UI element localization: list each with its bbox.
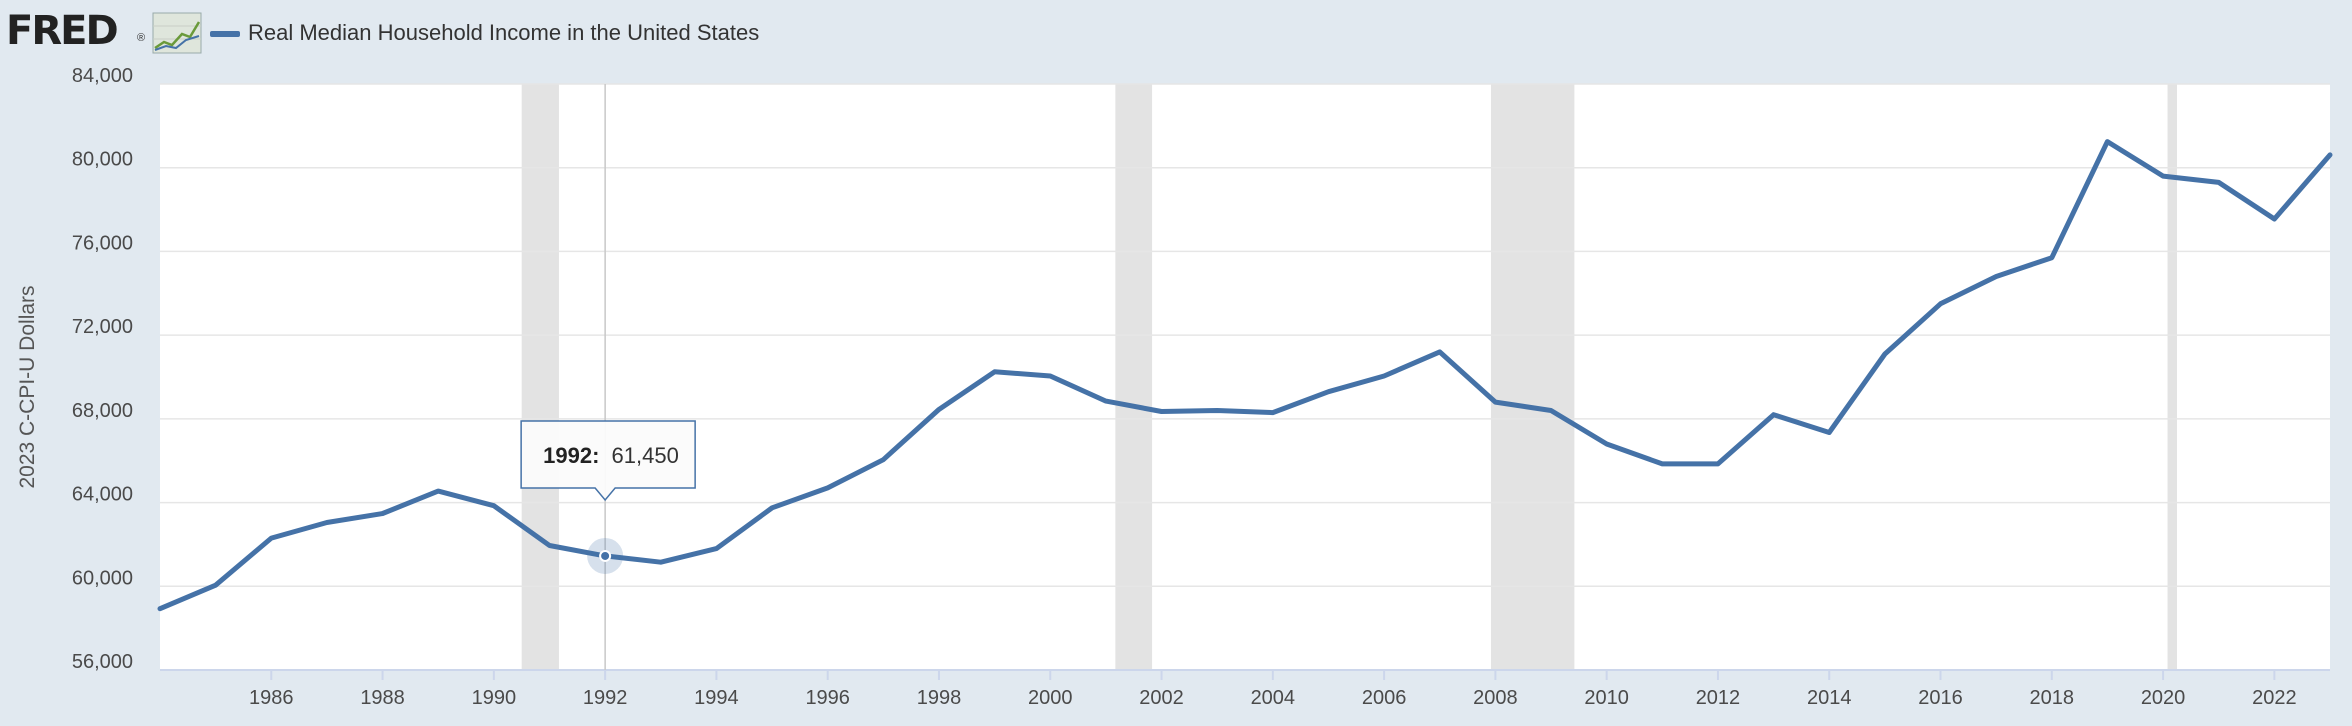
data-point xyxy=(1270,410,1275,415)
data-point xyxy=(1771,412,1776,417)
data-point xyxy=(1660,461,1665,466)
fred-logo-text: FRED xyxy=(6,8,119,54)
fred-chart-icon xyxy=(152,12,202,54)
legend-swatch xyxy=(210,31,240,37)
x-tick-label: 1986 xyxy=(249,687,294,709)
data-point xyxy=(881,457,886,462)
x-tick-label: 2004 xyxy=(1251,687,1296,709)
tooltip-value: 61,450 xyxy=(612,443,679,468)
chart-header: FRED ® Real Median Household Income in t… xyxy=(0,0,2352,64)
x-tick-label: 1994 xyxy=(694,687,739,709)
x-tick-label: 2016 xyxy=(1918,687,1963,709)
data-point xyxy=(2105,139,2110,144)
data-point xyxy=(658,560,663,565)
data-point xyxy=(324,520,329,525)
data-point xyxy=(380,511,385,516)
data-point xyxy=(1827,430,1832,435)
x-tick-label: 1988 xyxy=(360,687,405,709)
y-tick-label: 60,000 xyxy=(72,567,133,589)
x-tick-label: 2022 xyxy=(2252,687,2297,709)
x-tick-label: 2014 xyxy=(1807,687,1852,709)
y-tick-label: 76,000 xyxy=(72,232,133,254)
data-point xyxy=(1103,399,1108,404)
data-point xyxy=(992,369,997,374)
x-tick-label: 2018 xyxy=(2030,687,2075,709)
y-tick-label: 64,000 xyxy=(72,484,133,506)
legend-label: Real Median Household Income in the Unit… xyxy=(248,20,760,45)
data-point xyxy=(1159,409,1164,414)
data-point xyxy=(2216,180,2221,185)
data-point xyxy=(1715,461,1720,466)
data-point xyxy=(1604,441,1609,446)
y-tick-label: 84,000 xyxy=(72,65,133,87)
data-point xyxy=(2161,174,2166,179)
hover-point xyxy=(599,549,612,562)
x-tick-label: 2002 xyxy=(1139,687,1184,709)
data-point xyxy=(936,407,941,412)
data-point xyxy=(1048,373,1053,378)
y-tick-label: 80,000 xyxy=(72,149,133,171)
data-point xyxy=(825,485,830,490)
tooltip-text: 1992: 61,450 xyxy=(543,443,679,468)
data-point xyxy=(1382,373,1387,378)
x-axis: 1986 1988 1990 1992 1994 1996 1998 2000 2002 2004… xyxy=(249,670,2297,709)
data-point xyxy=(1493,400,1498,405)
data-point xyxy=(269,536,274,541)
data-point xyxy=(714,546,719,551)
data-point xyxy=(1326,389,1331,394)
plot-area xyxy=(160,84,2330,670)
x-tick-label: 2000 xyxy=(1028,687,1073,709)
recession-band xyxy=(2167,84,2177,670)
x-tick-label: 1992 xyxy=(583,687,628,709)
x-tick-label: 2008 xyxy=(1473,687,1518,709)
x-tick-label: 2010 xyxy=(1584,687,1629,709)
data-point xyxy=(1882,351,1887,356)
y-axis: 56,000 60,000 64,000 68,000 72,000 76,000 80,0… xyxy=(72,65,133,673)
data-point xyxy=(1437,349,1442,354)
data-point xyxy=(2328,152,2333,157)
y-tick-label: 68,000 xyxy=(72,400,133,422)
recession-bands xyxy=(521,84,2177,670)
data-point xyxy=(1549,408,1554,413)
y-tick-label: 56,000 xyxy=(72,651,133,673)
x-tick-label: 2012 xyxy=(1696,687,1741,709)
y-axis-title: 2023 C-CPI-U Dollars xyxy=(16,285,39,488)
data-point xyxy=(213,583,218,588)
data-point xyxy=(1938,301,1943,306)
data-point xyxy=(436,489,441,494)
data-point xyxy=(1994,274,1999,279)
x-tick-label: 1996 xyxy=(805,687,850,709)
data-point xyxy=(2049,255,2054,260)
grid-lines xyxy=(160,83,2330,671)
x-tick-label: 2020 xyxy=(2141,687,2186,709)
series-line[interactable] xyxy=(157,139,2333,612)
data-point xyxy=(770,505,775,510)
x-tick-label: 1990 xyxy=(472,687,517,709)
x-tick-label: 2006 xyxy=(1362,687,1407,709)
recession-band xyxy=(1490,84,1575,670)
recession-band xyxy=(521,84,559,670)
y-tick-label: 72,000 xyxy=(72,316,133,338)
registered-mark: ® xyxy=(137,32,146,44)
tooltip-box xyxy=(520,420,696,502)
data-point xyxy=(1215,408,1220,413)
data-point xyxy=(2272,216,2277,221)
data-point xyxy=(547,543,552,548)
data-points xyxy=(158,139,2333,611)
recession-band xyxy=(1115,84,1153,670)
data-point xyxy=(491,503,496,508)
tooltip: 1992: 61,450 xyxy=(520,420,696,502)
tooltip-label: 1992: xyxy=(543,443,599,468)
data-point xyxy=(158,606,163,611)
x-tick-label: 1998 xyxy=(917,687,962,709)
